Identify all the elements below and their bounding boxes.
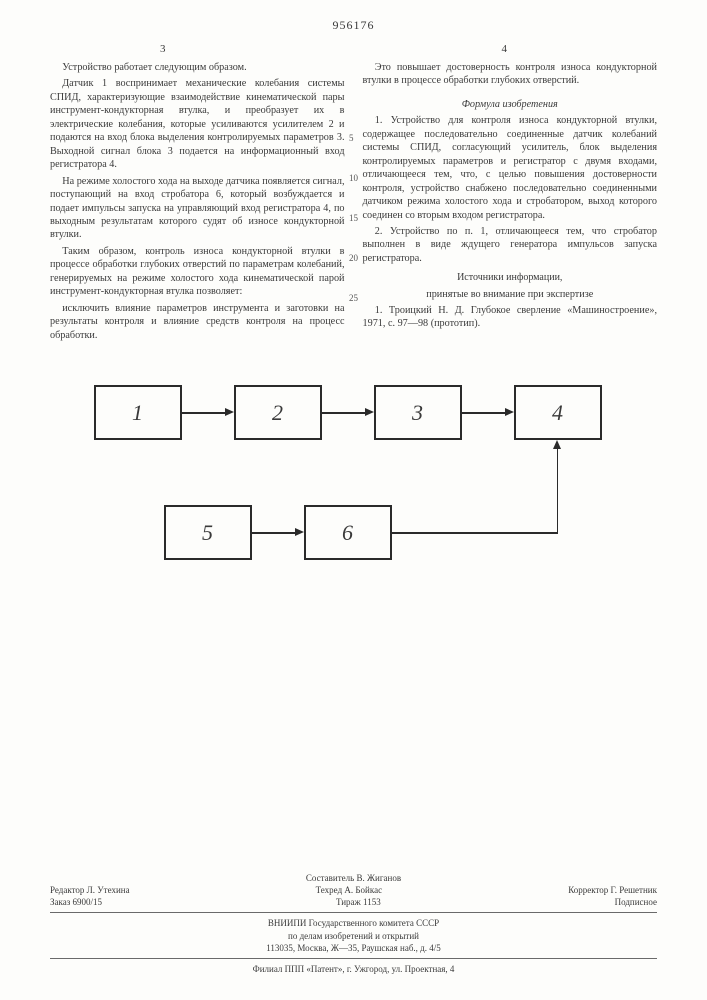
arrow-5-6 <box>252 532 297 534</box>
arrow-1-2 <box>182 412 227 414</box>
footer-addr: 113035, Москва, Ж—35, Раушская наб., д. … <box>50 942 657 954</box>
block-6: 6 <box>304 505 392 560</box>
footer-compiler: Составитель В. Жиганов <box>50 872 657 884</box>
left-p4: Таким образом, контроль износа кондуктор… <box>50 245 345 299</box>
footer-org2: по делам изобретений и открытий <box>50 930 657 942</box>
ref-1: 1. Троицкий Н. Д. Глубокое сверление «Ма… <box>363 304 658 331</box>
arrowhead-6-4 <box>553 440 561 449</box>
block-1: 1 <box>94 385 182 440</box>
block-2: 2 <box>234 385 322 440</box>
left-p1: Устройство работает следующим образом. <box>50 61 345 74</box>
footer-order: Заказ 6900/15 <box>50 896 102 908</box>
footer-tech: Техред А. Бойкас <box>316 884 382 896</box>
arrow-2-3 <box>322 412 367 414</box>
arrowhead-5-6 <box>295 528 304 536</box>
left-column: Устройство работает следующим образом. Д… <box>50 61 345 345</box>
block-4: 4 <box>514 385 602 440</box>
footer-tirazh: Тираж 1153 <box>336 896 381 908</box>
block-5: 5 <box>164 505 252 560</box>
refs-title-2: принятые во внимание при экспертизе <box>363 288 658 301</box>
claim-1: 1. Устройство для контроля износа кондук… <box>363 114 658 222</box>
block-diagram: 1 2 3 4 5 6 <box>74 385 634 605</box>
arrowhead-3-4 <box>505 408 514 416</box>
refs-title-1: Источники информации, <box>363 271 658 284</box>
arrow-3-4 <box>462 412 507 414</box>
footer-filial: Филиал ППП «Патент», г. Ужгород, ул. Про… <box>50 963 657 975</box>
arrow-6-4-v <box>557 446 559 534</box>
claim-2: 2. Устройство по п. 1, отличающееся тем,… <box>363 225 658 265</box>
block-3: 3 <box>374 385 462 440</box>
footer-org1: ВНИИПИ Государственного комитета СССР <box>50 917 657 929</box>
footer-corrector: Корректор Г. Решетник <box>568 884 657 896</box>
page-num-left: 3 <box>160 43 166 55</box>
right-column: Это повышает достоверность контроля изно… <box>363 61 658 345</box>
left-p5: исключить влияние параметров инструмента… <box>50 302 345 342</box>
right-p1: Это повышает достоверность контроля изно… <box>363 61 658 88</box>
page-num-right: 4 <box>502 43 508 55</box>
arrowhead-1-2 <box>225 408 234 416</box>
left-p3: На режиме холостого хода на выходе датчи… <box>50 175 345 242</box>
arrow-6-4-h <box>392 532 558 534</box>
text-columns: 5 10 15 20 25 Устройство работает следую… <box>50 61 657 345</box>
claims-title: Формула изобретения <box>363 98 658 111</box>
footer: Составитель В. Жиганов Редактор Л. Утехи… <box>50 872 657 975</box>
footer-sub: Подписное <box>615 896 657 908</box>
line-numbers: 5 10 15 20 25 <box>349 61 358 304</box>
left-p2: Датчик 1 воспринимает механические колеб… <box>50 77 345 171</box>
doc-number: 956176 <box>50 18 657 33</box>
footer-editor: Редактор Л. Утехина <box>50 884 130 896</box>
arrowhead-2-3 <box>365 408 374 416</box>
